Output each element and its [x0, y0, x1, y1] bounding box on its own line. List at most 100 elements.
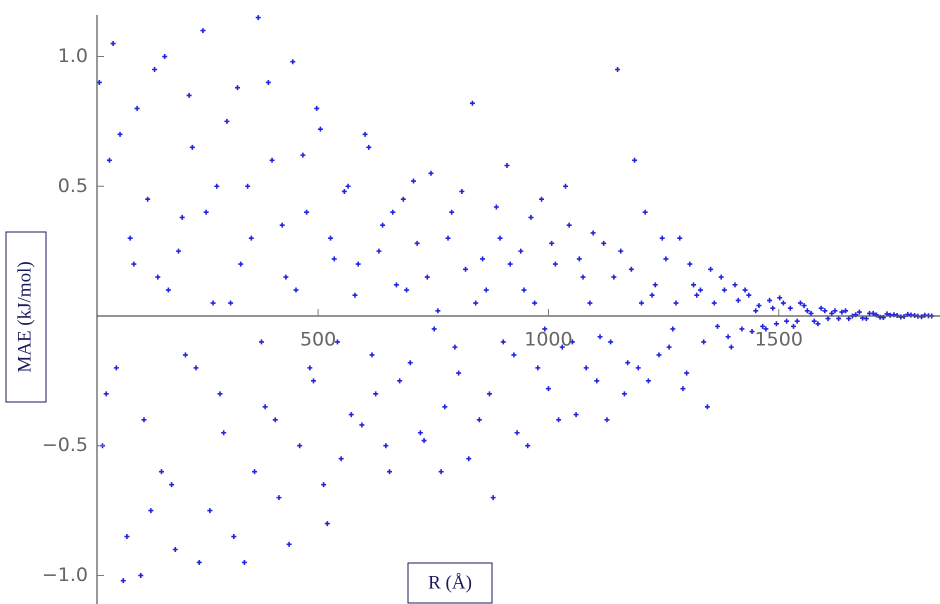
point: [725, 334, 731, 340]
point: [380, 222, 386, 228]
point: [314, 105, 320, 111]
point: [528, 214, 534, 220]
point: [497, 235, 503, 241]
y-axis-label: MAE (kJ/mol): [14, 261, 35, 372]
point: [621, 391, 627, 397]
point: [625, 360, 631, 366]
point: [117, 131, 123, 137]
point: [518, 248, 524, 254]
point: [172, 547, 178, 553]
point: [656, 352, 662, 358]
x-label-box: [407, 562, 493, 604]
point: [331, 256, 337, 262]
point: [311, 378, 317, 384]
point: [476, 417, 482, 423]
point: [148, 508, 154, 514]
point: [611, 274, 617, 280]
point: [500, 339, 506, 345]
point: [421, 438, 427, 444]
point: [269, 157, 275, 163]
point: [583, 365, 589, 371]
point: [158, 469, 164, 475]
point: [601, 240, 607, 246]
point: [390, 209, 396, 215]
point: [224, 118, 230, 124]
point: [677, 235, 683, 241]
point: [715, 323, 721, 329]
point: [521, 287, 527, 293]
point: [562, 183, 568, 189]
point: [780, 300, 786, 306]
point: [642, 209, 648, 215]
point: [483, 287, 489, 293]
x-tick-label: 1000: [524, 328, 572, 350]
point: [352, 292, 358, 298]
point: [176, 248, 182, 254]
point: [255, 15, 261, 21]
point: [504, 162, 510, 168]
point: [767, 297, 773, 303]
point: [801, 303, 807, 309]
point: [922, 312, 928, 318]
point: [569, 339, 575, 345]
point: [362, 131, 368, 137]
point: [742, 287, 748, 293]
point: [383, 443, 389, 449]
point: [355, 261, 361, 267]
point: [131, 261, 137, 267]
point: [539, 196, 545, 202]
point: [615, 66, 621, 72]
point: [663, 256, 669, 262]
point: [473, 300, 479, 306]
point: [590, 230, 596, 236]
point: [545, 386, 551, 392]
point: [542, 326, 548, 332]
point: [552, 261, 558, 267]
point: [410, 178, 416, 184]
point: [321, 482, 327, 488]
point: [867, 310, 873, 316]
point: [749, 329, 755, 335]
point: [348, 412, 354, 418]
point: [127, 235, 133, 241]
point: [162, 54, 168, 60]
point: [760, 323, 766, 329]
point: [784, 318, 790, 324]
point: [120, 578, 126, 584]
point: [815, 321, 821, 327]
point: [276, 495, 282, 501]
point: [138, 572, 144, 578]
point: [152, 66, 158, 72]
point: [822, 308, 828, 314]
point: [103, 391, 109, 397]
point: [241, 559, 247, 565]
point: [818, 305, 824, 311]
point: [794, 318, 800, 324]
point: [756, 303, 762, 309]
y-label-box: [5, 231, 47, 403]
point: [231, 534, 237, 540]
point: [290, 59, 296, 65]
point: [746, 292, 752, 298]
point: [307, 365, 313, 371]
point: [573, 412, 579, 418]
point: [435, 308, 441, 314]
point: [635, 365, 641, 371]
point: [248, 235, 254, 241]
point: [670, 326, 676, 332]
point: [887, 312, 893, 318]
point: [279, 222, 285, 228]
point: [576, 256, 582, 262]
point: [186, 92, 192, 98]
point: [238, 261, 244, 267]
point: [559, 344, 565, 350]
point: [258, 339, 264, 345]
point: [691, 282, 697, 288]
point: [393, 282, 399, 288]
point: [456, 370, 462, 376]
point: [459, 188, 465, 194]
point: [787, 305, 793, 311]
point: [825, 316, 831, 322]
point: [397, 378, 403, 384]
point: [272, 417, 278, 423]
